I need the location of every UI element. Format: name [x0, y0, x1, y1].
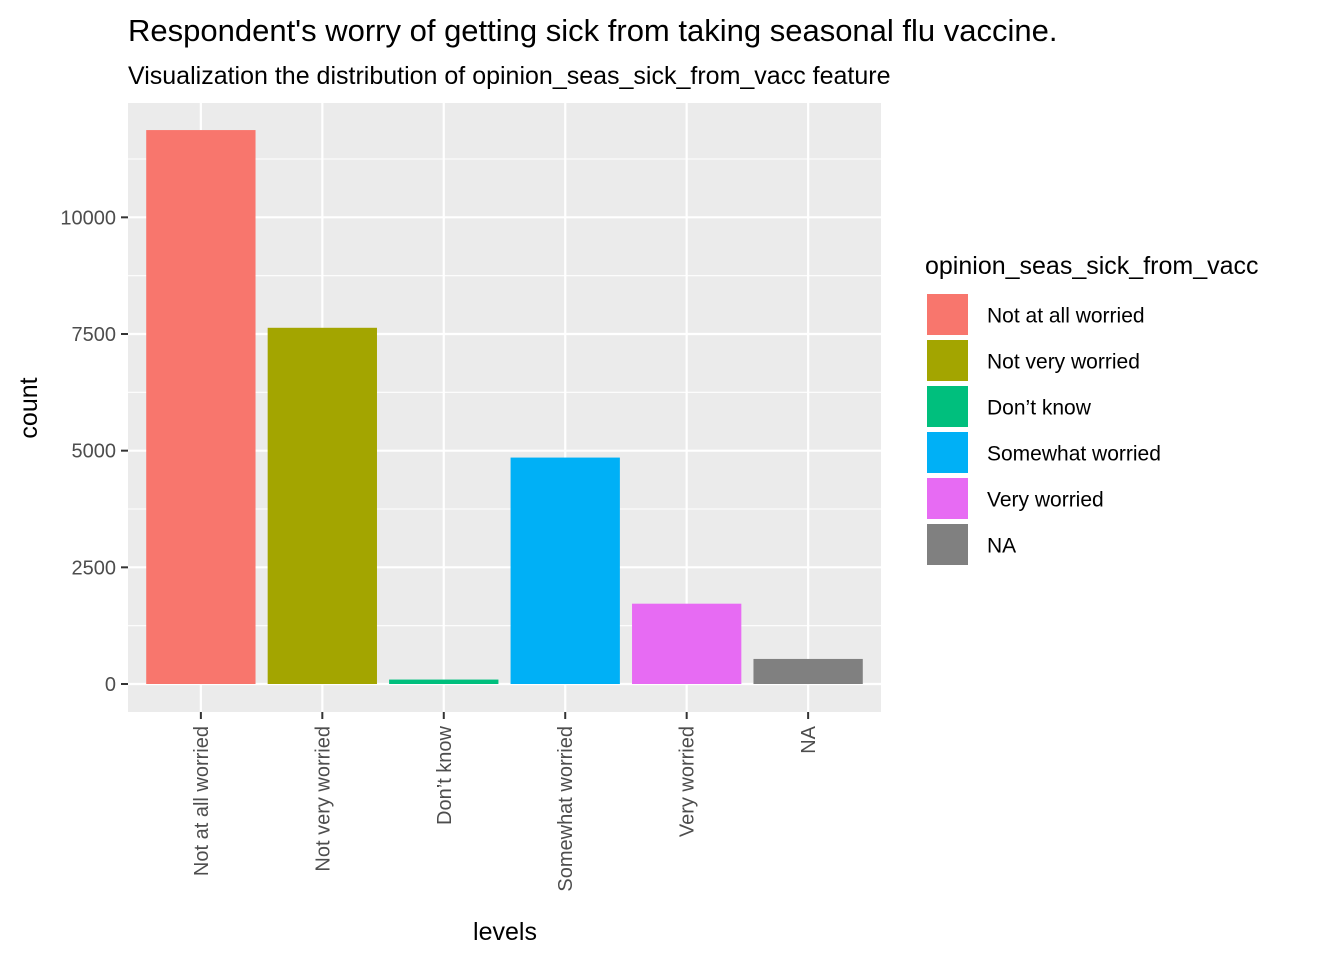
y-tick-label: 2500 — [72, 557, 117, 579]
y-tick-label: 0 — [105, 674, 116, 696]
axes: 0 2500 5000 7500 10000 Not at all worried Not … — [60, 207, 820, 891]
x-tick-label: Very worried — [677, 726, 699, 837]
legend-key — [925, 292, 970, 337]
bar — [389, 679, 499, 684]
legend-label: NA — [987, 535, 1016, 558]
bar — [510, 457, 620, 684]
chart-subtitle: Visualization the distribution of opinio… — [128, 62, 890, 90]
x-tick-label: Not at all worried — [191, 726, 213, 876]
y-axis-title: count — [15, 377, 43, 438]
y-tick-label: 5000 — [72, 441, 117, 463]
x-tick-label: NA — [798, 725, 820, 753]
legend-key — [925, 476, 970, 521]
x-axis-title: levels — [473, 918, 537, 946]
legend-key — [925, 338, 970, 383]
chart-title: Respondent's worry of getting sick from … — [128, 13, 1058, 48]
legend-key — [925, 430, 970, 475]
legend-title: opinion_seas_sick_from_vacc — [925, 252, 1259, 280]
x-tick-label: Somewhat worried — [555, 726, 577, 892]
legend-key — [925, 522, 970, 567]
legend: opinion_seas_sick_from_vacc Not at all w… — [925, 252, 1259, 567]
x-tick-label: Don’t know — [434, 725, 456, 824]
y-tick-label: 7500 — [72, 324, 117, 346]
legend-key — [925, 384, 970, 429]
bar — [146, 130, 256, 685]
bar — [753, 658, 863, 684]
y-tick-label: 10000 — [60, 207, 116, 229]
bar — [267, 327, 377, 684]
legend-label: Not very worried — [987, 351, 1140, 374]
bar — [632, 603, 742, 684]
legend-label: Not at all worried — [987, 305, 1145, 328]
legend-label: Don’t know — [987, 397, 1092, 420]
bars — [146, 130, 863, 685]
legend-label: Very worried — [987, 489, 1104, 512]
legend-label: Somewhat worried — [987, 443, 1161, 466]
x-tick-label: Not very worried — [312, 726, 334, 872]
